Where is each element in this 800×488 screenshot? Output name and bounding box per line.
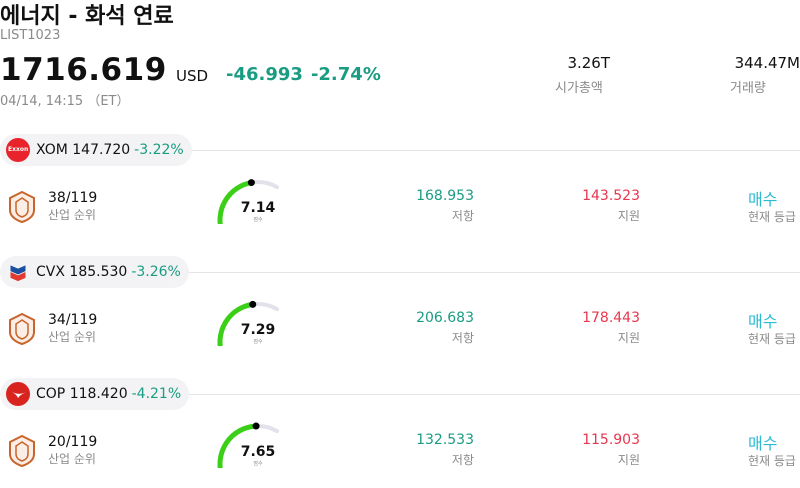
rating-signal[interactable]: 매수: [748, 190, 778, 209]
row-divider: [186, 150, 800, 151]
score-gauge: [217, 422, 279, 468]
industry-rank: 34/119: [48, 312, 98, 328]
stock-price: 147.720: [72, 142, 131, 158]
timestamp: 04/14, 14:15 （ET）: [0, 94, 130, 109]
support-label: 지원: [617, 331, 640, 345]
stock-ticker-price: COP 118.420: [36, 386, 128, 402]
rating-label: 현재 등급: [748, 210, 796, 224]
support-value: 143.523: [582, 188, 640, 204]
score-gauge: [217, 179, 279, 224]
gauge-fill: [217, 301, 256, 346]
resistance-label: 저항: [451, 453, 474, 467]
stock-row[interactable]: COP 118.420 -4.21% 20/119 산업 순위 7.65 점수 …: [0, 378, 800, 488]
stock-ticker-price: XOM 147.720: [36, 142, 130, 158]
stock-chip[interactable]: COP 118.420 -4.21%: [0, 378, 190, 410]
support-label: 지원: [617, 453, 640, 467]
resistance-label: 저항: [451, 209, 474, 223]
row-divider: [186, 272, 800, 273]
stock-price: 185.530: [69, 264, 128, 280]
chevron-logo: [6, 260, 30, 284]
exxonmobil-logo: Exxon Mobil: [6, 138, 30, 162]
volume-value: 344.47M: [734, 54, 800, 72]
gauge-fill: [217, 180, 254, 224]
volume-label: 거래량: [730, 81, 766, 96]
industry-rank-label: 산업 순위: [48, 208, 96, 222]
currency-label: USD: [176, 67, 209, 85]
shield-icon: [9, 434, 35, 468]
price-change: -46.993 -2.74%: [226, 64, 381, 85]
rating-label: 현재 등급: [748, 454, 796, 468]
shield-icon: [9, 312, 35, 346]
stock-change: -4.21%: [131, 386, 182, 402]
market-cap-value: 3.26T: [567, 54, 610, 72]
change-absolute: -46.993: [226, 64, 303, 85]
support-value: 115.903: [582, 432, 640, 448]
stock-chip[interactable]: CVX 185.530 -3.26%: [0, 256, 189, 288]
resistance-label: 저항: [451, 331, 474, 345]
rating-label: 현재 등급: [748, 332, 796, 346]
industry-rank-label: 산업 순위: [48, 452, 96, 466]
shield-icon: [9, 190, 35, 224]
index-price: 1716.619: [0, 52, 167, 88]
industry-rank: 20/119: [48, 434, 98, 450]
resistance-value: 132.533: [416, 432, 474, 448]
support-label: 지원: [617, 209, 640, 223]
conocophillips-logo: [6, 382, 30, 406]
page-title: 에너지 - 화석 연료: [0, 4, 174, 29]
gauge-needle-dot: [249, 300, 257, 308]
ticker: CVX: [36, 264, 65, 280]
rating-signal[interactable]: 매수: [748, 312, 778, 331]
ticker: XOM: [36, 142, 68, 158]
resistance-value: 168.953: [416, 188, 474, 204]
ticker: COP: [36, 386, 66, 402]
index-code: LIST1023: [0, 28, 61, 43]
market-cap-label: 시가총액: [555, 81, 603, 96]
gauge-fill: [217, 423, 259, 468]
score-value: 7.29: [240, 322, 276, 338]
score-value: 7.14: [240, 200, 276, 216]
stock-change: -3.22%: [134, 142, 184, 158]
score-label: 점수: [253, 339, 263, 345]
score-gauge: [217, 300, 279, 346]
score-label: 점수: [253, 217, 263, 223]
stock-change: -3.26%: [131, 264, 181, 280]
logo-text: Exxon Mobil: [8, 146, 30, 153]
resistance-value: 206.683: [416, 310, 474, 326]
industry-rank: 38/119: [48, 190, 98, 206]
score-value: 7.65: [240, 444, 276, 460]
score-label: 점수: [253, 461, 263, 467]
gauge-needle-dot: [247, 179, 255, 187]
stock-chip[interactable]: Exxon Mobil XOM 147.720 -3.22%: [0, 134, 192, 166]
row-divider: [186, 394, 800, 395]
change-percent: -2.74%: [310, 64, 381, 85]
rating-signal[interactable]: 매수: [748, 434, 778, 453]
support-value: 178.443: [582, 310, 640, 326]
gauge-needle-dot: [252, 422, 260, 430]
stock-price: 118.420: [69, 386, 128, 402]
stock-row[interactable]: Exxon Mobil XOM 147.720 -3.22% 38/119 산업…: [0, 134, 800, 256]
stock-ticker-price: CVX 185.530: [36, 264, 127, 280]
stock-row[interactable]: CVX 185.530 -3.26% 34/119 산업 순위 7.29 점수 …: [0, 256, 800, 378]
industry-rank-label: 산업 순위: [48, 330, 96, 344]
